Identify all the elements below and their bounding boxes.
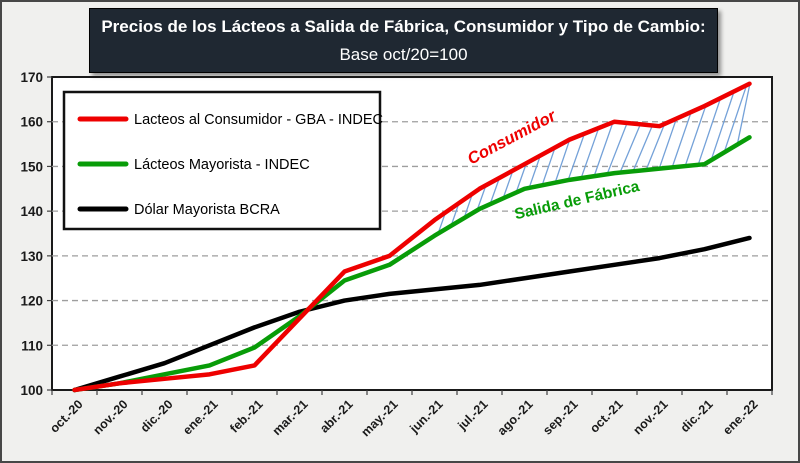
x-axis-label: abr.-21 <box>317 397 355 435</box>
x-axis-label: feb.-21 <box>227 397 265 435</box>
x-axis-label: jul.-21 <box>454 397 490 433</box>
hatch-line <box>684 107 706 166</box>
hatch-line <box>567 135 585 180</box>
hatch-line <box>606 124 627 174</box>
series-line-0 <box>72 81 752 393</box>
hatch-line <box>463 196 473 218</box>
x-axis-label: oct.-20 <box>47 397 85 435</box>
hatch-line <box>476 187 486 210</box>
hatch-line <box>658 120 677 168</box>
x-axis-label: ene.-22 <box>720 397 760 437</box>
hatch-line <box>593 124 613 176</box>
x-axis-label: nov.-20 <box>90 397 130 437</box>
x-axis-label: nov.-21 <box>630 397 670 437</box>
hatch-line <box>632 127 653 171</box>
hatch-line <box>437 214 446 233</box>
hatch-line <box>697 100 721 164</box>
hatch-line <box>723 87 747 152</box>
chart-title-main: Precios de los Lácteos a Salida de Fábri… <box>101 17 706 36</box>
y-axis-label: 150 <box>20 159 43 174</box>
hatch-line <box>710 93 734 160</box>
chart-title: Precios de los Lácteos a Salida de Fábri… <box>89 8 718 74</box>
hatch-line <box>619 125 641 172</box>
y-axis-label: 160 <box>20 115 43 130</box>
x-axis-label: dic.-20 <box>138 397 176 435</box>
x-axis-label: ago.-21 <box>495 397 536 438</box>
x-axis-label: may.-21 <box>358 397 400 439</box>
legend-label: Lácteos Mayorista - INDEC <box>134 157 310 173</box>
x-axis-label: oct.-21 <box>587 397 625 435</box>
y-axis-label: 110 <box>21 338 43 353</box>
y-axis-label: 170 <box>20 70 43 85</box>
hatch-line <box>671 114 691 167</box>
hatch-line <box>554 141 570 182</box>
y-axis-label: 120 <box>20 294 43 309</box>
series-line-1 <box>72 135 752 393</box>
hatch-line <box>502 172 513 198</box>
x-axis-label: mar.-21 <box>270 397 311 438</box>
x-axis-label: ene.-21 <box>180 397 220 437</box>
hatch-line <box>515 165 527 192</box>
hatch-line <box>450 205 459 225</box>
legend-label: Lacteos al Consumidor - GBA - INDEC <box>134 112 383 128</box>
y-axis-label: 130 <box>20 249 43 264</box>
legend-label: Dólar Mayorista BCRA <box>134 202 280 218</box>
x-axis-label: sep.-21 <box>540 397 580 437</box>
hatch-line <box>489 180 500 204</box>
y-axis-label: 100 <box>20 383 43 398</box>
x-axis-label: jun.-21 <box>407 397 446 436</box>
hatch-line <box>645 126 665 170</box>
x-axis-label: dic.-21 <box>678 397 716 435</box>
hatch-line <box>528 157 541 188</box>
chart-title-subtitle: Base oct/20=100 <box>339 44 468 64</box>
hatch-line <box>580 130 599 178</box>
hatch-line <box>736 85 751 144</box>
y-axis-label: 140 <box>20 204 43 219</box>
series-line-2 <box>72 235 752 393</box>
legend-box <box>62 90 382 231</box>
hatch-line <box>541 149 555 185</box>
